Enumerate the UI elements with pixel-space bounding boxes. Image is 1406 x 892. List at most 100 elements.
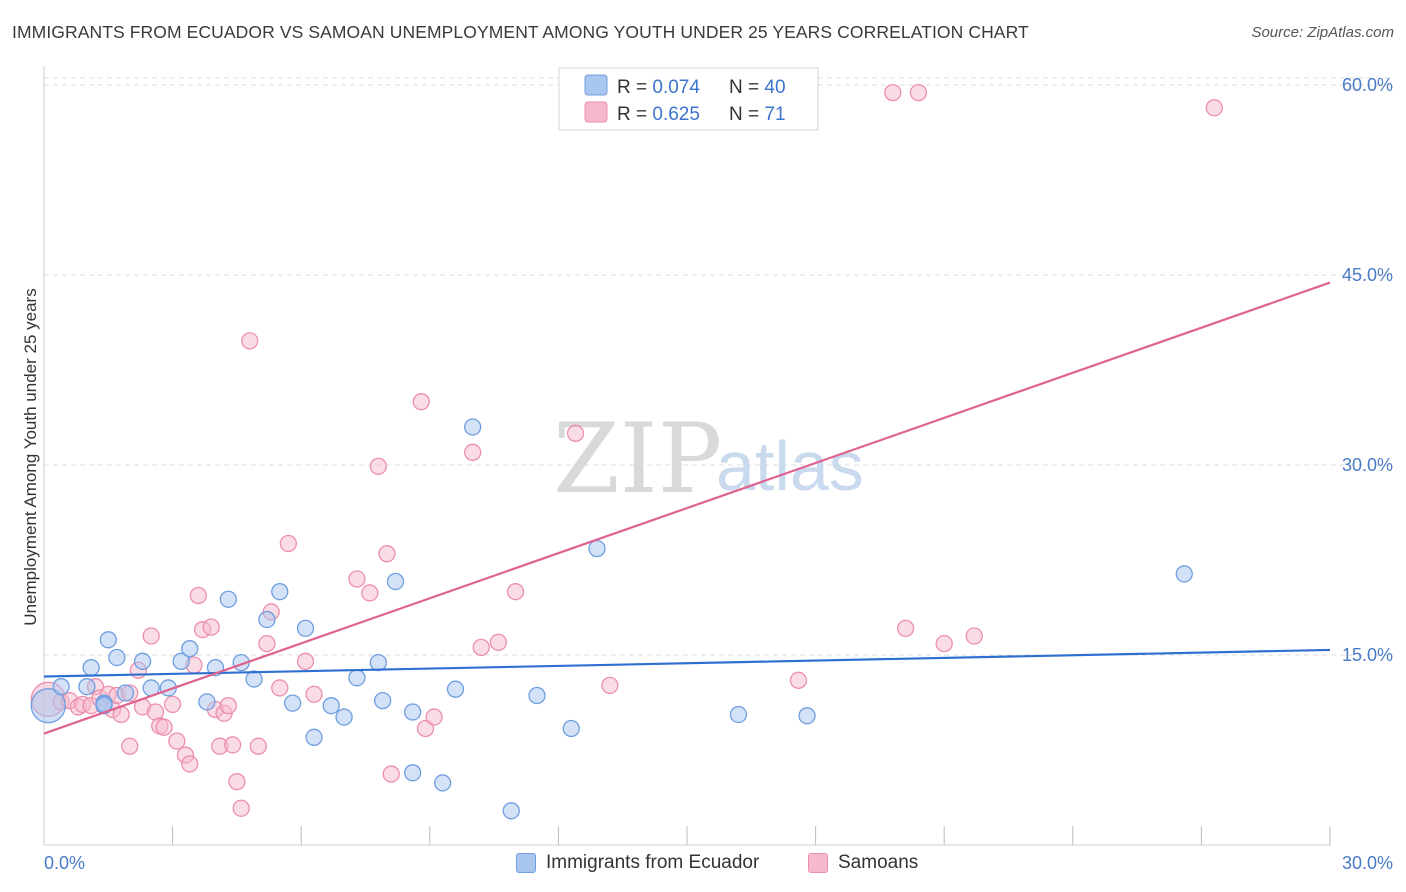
trend-lines: [43, 281, 1331, 735]
ecuador-trend-line: [43, 648, 1331, 678]
ecuador-point: [528, 686, 546, 705]
x-tick-label: 0.0%: [44, 853, 85, 873]
samoan-point: [258, 634, 276, 653]
samoan-point: [219, 697, 237, 715]
samoan-point: [566, 424, 585, 442]
ecuador-point: [52, 678, 70, 696]
ecuador-point: [404, 764, 422, 782]
ecuador-point: [464, 418, 482, 436]
chart-title: IMMIGRANTS FROM ECUADOR VS SAMOAN UNEMPL…: [12, 22, 1029, 42]
samoan-point: [189, 586, 207, 605]
x-tick-labels: 0.0% 30.0%: [44, 853, 1393, 873]
ecuador-point: [588, 539, 606, 558]
samoan-point: [896, 619, 915, 638]
legend-swatch-samoans: [584, 101, 608, 123]
samoan-point: [348, 570, 366, 588]
ecuador-point: [434, 774, 452, 792]
ecuador-point: [369, 653, 388, 672]
samoan-point: [965, 627, 983, 645]
samoan-point: [142, 627, 160, 645]
ecuador-point: [348, 669, 366, 687]
ecuador-point: [245, 670, 263, 688]
ecuador-point: [271, 583, 289, 601]
samoan-point: [163, 695, 182, 714]
ecuador-point: [562, 719, 580, 738]
ecuador-point: [116, 684, 135, 702]
ecuador-point: [322, 697, 340, 715]
legend-label-samoans: Samoans: [838, 852, 919, 873]
samoan-point: [1205, 99, 1223, 117]
swatch-samoans: [808, 853, 828, 873]
samoan-point: [382, 765, 400, 783]
samoan-point: [155, 718, 173, 736]
ecuador-point: [108, 648, 126, 667]
y-tick-label: 30.0%: [1342, 455, 1393, 475]
samoan-point: [232, 799, 250, 817]
chart-source: Source: ZipAtlas.com: [1251, 24, 1394, 41]
samoan-point: [271, 679, 289, 697]
legend-n-value-2: 71: [764, 104, 785, 125]
ecuador-point: [373, 691, 392, 710]
ecuador-point: [386, 572, 405, 591]
samoan-point: [223, 736, 242, 754]
samoan-point: [279, 534, 297, 553]
svg-text:N = 40: N = 40: [729, 77, 786, 98]
samoan-point: [369, 457, 388, 475]
y-tick-label: 15.0%: [1342, 645, 1393, 665]
legend-n-label-2: N =: [729, 104, 764, 125]
samoan-point: [305, 685, 323, 703]
ecuador-point: [446, 680, 465, 698]
y-axis-label: Unemployment Among Youth under 25 years: [21, 288, 40, 625]
legend-n-label-1: N =: [729, 77, 764, 98]
legend-r-value-1: 0.074: [652, 77, 700, 98]
correlation-legend: R = 0.074 N = 40 R = 0.625 N = 71: [558, 67, 819, 131]
svg-text:R = 0.074: R = 0.074: [617, 77, 700, 98]
samoan-point: [121, 737, 139, 755]
svg-text:R = 0.625: R = 0.625: [617, 104, 700, 125]
ecuador-point: [283, 694, 302, 712]
series-legend: Immigrants from Ecuador Samoans: [0, 850, 1406, 880]
legend-item-samoans[interactable]: Samoans: [808, 852, 918, 874]
ecuador-point: [798, 707, 816, 725]
samoan-point: [378, 545, 396, 563]
samoan-point: [425, 708, 443, 726]
ecuador-point: [502, 802, 520, 820]
samoan-trend-line: [43, 281, 1331, 735]
watermark-atlas: atlas: [716, 427, 864, 505]
samoan-point: [168, 732, 186, 750]
watermark-zip: ZIP: [553, 403, 722, 515]
swatch-ecuador: [516, 853, 536, 873]
ecuador-point: [335, 708, 353, 726]
samoan-point: [412, 393, 430, 411]
legend-r-label-1: R =: [617, 77, 652, 98]
legend-n-value-1: 40: [764, 77, 785, 98]
ecuador-point: [172, 652, 190, 670]
samoan-point: [884, 83, 902, 102]
ecuador-point: [82, 659, 100, 677]
legend-label-ecuador: Immigrants from Ecuador: [546, 852, 760, 873]
samoan-point: [909, 83, 928, 102]
samoan-point: [296, 652, 315, 670]
legend-item-ecuador[interactable]: Immigrants from Ecuador: [516, 852, 759, 874]
watermark: ZIP atlas: [553, 403, 864, 515]
samoan-point: [249, 737, 267, 755]
y-tick-label: 45.0%: [1342, 265, 1393, 285]
ecuador-point: [133, 652, 152, 670]
svg-text:N = 71: N = 71: [729, 104, 786, 125]
samoan-point: [228, 773, 246, 791]
y-tick-labels: 15.0% 30.0% 45.0% 60.0%: [1342, 75, 1393, 665]
samoan-point: [361, 584, 379, 602]
ecuador-point: [78, 678, 96, 696]
legend-r-value-2: 0.625: [652, 104, 700, 125]
samoan-point: [202, 618, 220, 636]
ecuador-point: [198, 693, 216, 711]
y-tick-label: 60.0%: [1342, 75, 1393, 95]
ecuador-point: [219, 590, 237, 608]
legend-r-label-2: R =: [617, 104, 652, 125]
legend-swatch-ecuador: [584, 74, 608, 96]
samoan-point: [506, 583, 525, 601]
ecuador-point: [258, 610, 276, 629]
ecuador-point: [305, 728, 323, 746]
samoan-point: [489, 633, 508, 651]
